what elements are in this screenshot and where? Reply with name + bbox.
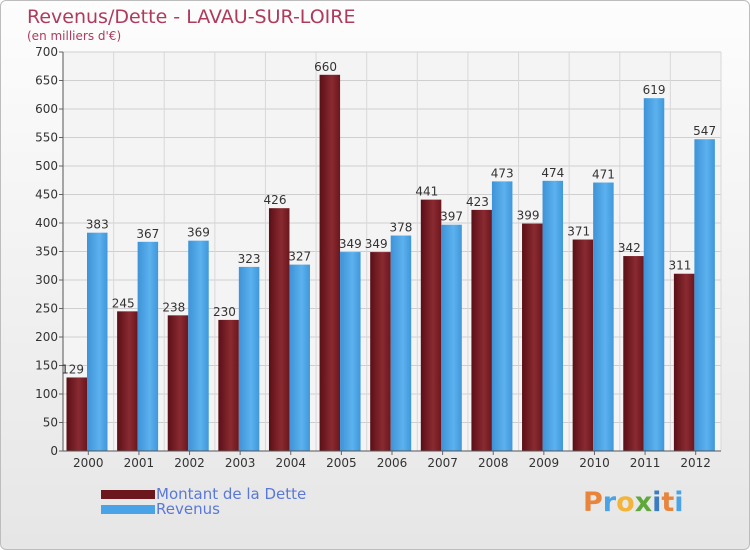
y-tick-label-4: 200 bbox=[35, 330, 58, 344]
data-label-revenue-2007: 397 bbox=[440, 210, 463, 224]
y-tick-label-6: 300 bbox=[35, 273, 58, 287]
logo-letter: x bbox=[634, 487, 653, 518]
bar-debt-2004 bbox=[268, 208, 290, 451]
chart-subtitle: (en milliers d'€) bbox=[27, 29, 122, 43]
logo-letter: P bbox=[583, 487, 603, 518]
x-tick-label-2004: 2004 bbox=[275, 456, 306, 470]
y-tick-label-3: 150 bbox=[35, 359, 58, 373]
y-tick-label-2: 100 bbox=[35, 387, 58, 401]
bar-revenue-2002 bbox=[188, 240, 209, 451]
bars-layer bbox=[66, 74, 715, 452]
bar-revenue-2012 bbox=[694, 139, 715, 451]
bar-debt-2010 bbox=[572, 239, 594, 451]
bar-debt-2009 bbox=[522, 223, 543, 451]
y-tick-label-8: 400 bbox=[35, 216, 58, 230]
data-label-debt-2011: 342 bbox=[618, 241, 641, 255]
data-label-revenue-2002: 369 bbox=[187, 226, 210, 240]
bar-revenue-2005 bbox=[340, 252, 361, 451]
bar-debt-2011 bbox=[623, 256, 644, 451]
y-tick-label-14: 700 bbox=[35, 45, 58, 59]
x-tick-label-2000: 2000 bbox=[73, 456, 104, 470]
bar-revenue-2008 bbox=[491, 181, 513, 451]
data-label-debt-2001: 245 bbox=[112, 296, 135, 310]
y-tick-label-13: 650 bbox=[35, 74, 58, 88]
x-tick-label-2007: 2007 bbox=[427, 456, 458, 470]
data-label-revenue-2005: 349 bbox=[339, 237, 362, 251]
legend-label-debt: Montant de la Dette bbox=[156, 485, 307, 503]
data-label-debt-2008: 423 bbox=[466, 195, 489, 209]
logo-letter: i bbox=[652, 487, 662, 518]
bar-debt-2007 bbox=[420, 199, 442, 451]
data-label-debt-2005: 660 bbox=[314, 60, 337, 74]
axes-layer: 0 50 100 150 200 250 300 350 400 450 500 550 600 650 7… bbox=[35, 45, 721, 470]
data-label-revenue-2006: 378 bbox=[389, 221, 412, 235]
data-label-revenue-2000: 383 bbox=[86, 218, 109, 232]
data-label-debt-2002: 238 bbox=[162, 300, 185, 314]
y-tick-label-12: 600 bbox=[35, 102, 58, 116]
data-label-debt-2007: 441 bbox=[415, 185, 438, 199]
bar-revenue-2006 bbox=[390, 235, 412, 451]
bar-revenue-2000 bbox=[87, 232, 108, 451]
data-label-revenue-2001: 367 bbox=[136, 227, 159, 241]
bar-revenue-2009 bbox=[542, 180, 564, 451]
logo-letter: o bbox=[616, 487, 635, 518]
bar-revenue-2004 bbox=[289, 264, 310, 451]
legend-swatch-revenue bbox=[101, 505, 155, 514]
logo-letter: r bbox=[602, 487, 617, 518]
x-tick-label-2002: 2002 bbox=[174, 456, 205, 470]
y-tick-label-1: 50 bbox=[43, 416, 58, 430]
data-label-debt-2006: 349 bbox=[365, 237, 388, 251]
bar-revenue-2007 bbox=[441, 224, 462, 451]
bar-debt-2003 bbox=[218, 319, 239, 451]
bar-revenue-2010 bbox=[593, 182, 614, 451]
data-label-revenue-2012: 547 bbox=[693, 124, 716, 138]
legend-swatch-debt bbox=[101, 490, 155, 499]
data-label-revenue-2004: 327 bbox=[288, 250, 311, 264]
chart-title: Revenus/Dette - LAVAU-SUR-LOIRE bbox=[27, 6, 356, 28]
logo-letter: t bbox=[661, 487, 675, 518]
data-label-revenue-2009: 474 bbox=[541, 166, 564, 180]
logo-letter: i bbox=[674, 487, 684, 518]
data-label-revenue-2003: 323 bbox=[238, 252, 261, 266]
data-label-debt-2000: 129 bbox=[61, 362, 84, 376]
data-label-debt-2003: 230 bbox=[213, 305, 236, 319]
bar-debt-2012 bbox=[673, 273, 695, 451]
bar-debt-2000 bbox=[66, 377, 87, 451]
bar-revenue-2003 bbox=[238, 266, 260, 451]
bar-debt-2005 bbox=[319, 74, 341, 452]
x-tick-label-2008: 2008 bbox=[478, 456, 509, 470]
y-tick-label-7: 350 bbox=[35, 245, 58, 259]
x-tick-label-2003: 2003 bbox=[225, 456, 256, 470]
data-label-revenue-2010: 471 bbox=[592, 168, 615, 182]
x-tick-label-2009: 2009 bbox=[529, 456, 560, 470]
x-tick-label-2012: 2012 bbox=[680, 456, 711, 470]
x-tick-label-2010: 2010 bbox=[579, 456, 610, 470]
data-label-debt-2009: 399 bbox=[517, 209, 540, 223]
y-tick-label-5: 250 bbox=[35, 302, 58, 316]
data-label-revenue-2011: 619 bbox=[643, 83, 666, 97]
y-tick-label-9: 450 bbox=[35, 188, 58, 202]
bar-revenue-2011 bbox=[643, 98, 665, 452]
bar-debt-2008 bbox=[471, 209, 492, 451]
y-tick-label-10: 500 bbox=[35, 159, 58, 173]
proxiti-logo: Proxiti bbox=[583, 487, 684, 518]
y-tick-label-0: 0 bbox=[50, 444, 58, 458]
data-label-debt-2012: 311 bbox=[668, 259, 691, 273]
bar-debt-2001 bbox=[117, 311, 138, 451]
x-tick-label-2001: 2001 bbox=[124, 456, 155, 470]
bar-revenue-2001 bbox=[137, 241, 159, 451]
x-tick-label-2005: 2005 bbox=[326, 456, 357, 470]
data-label-revenue-2008: 473 bbox=[491, 166, 514, 180]
legend-label-revenue: Revenus bbox=[156, 500, 220, 518]
data-label-debt-2004: 426 bbox=[264, 193, 287, 207]
x-tick-label-2006: 2006 bbox=[377, 456, 408, 470]
data-label-debt-2010: 371 bbox=[567, 225, 590, 239]
x-tick-label-2011: 2011 bbox=[630, 456, 661, 470]
bar-debt-2002 bbox=[167, 315, 189, 451]
bar-debt-2006 bbox=[370, 252, 391, 451]
y-tick-label-11: 550 bbox=[35, 131, 58, 145]
